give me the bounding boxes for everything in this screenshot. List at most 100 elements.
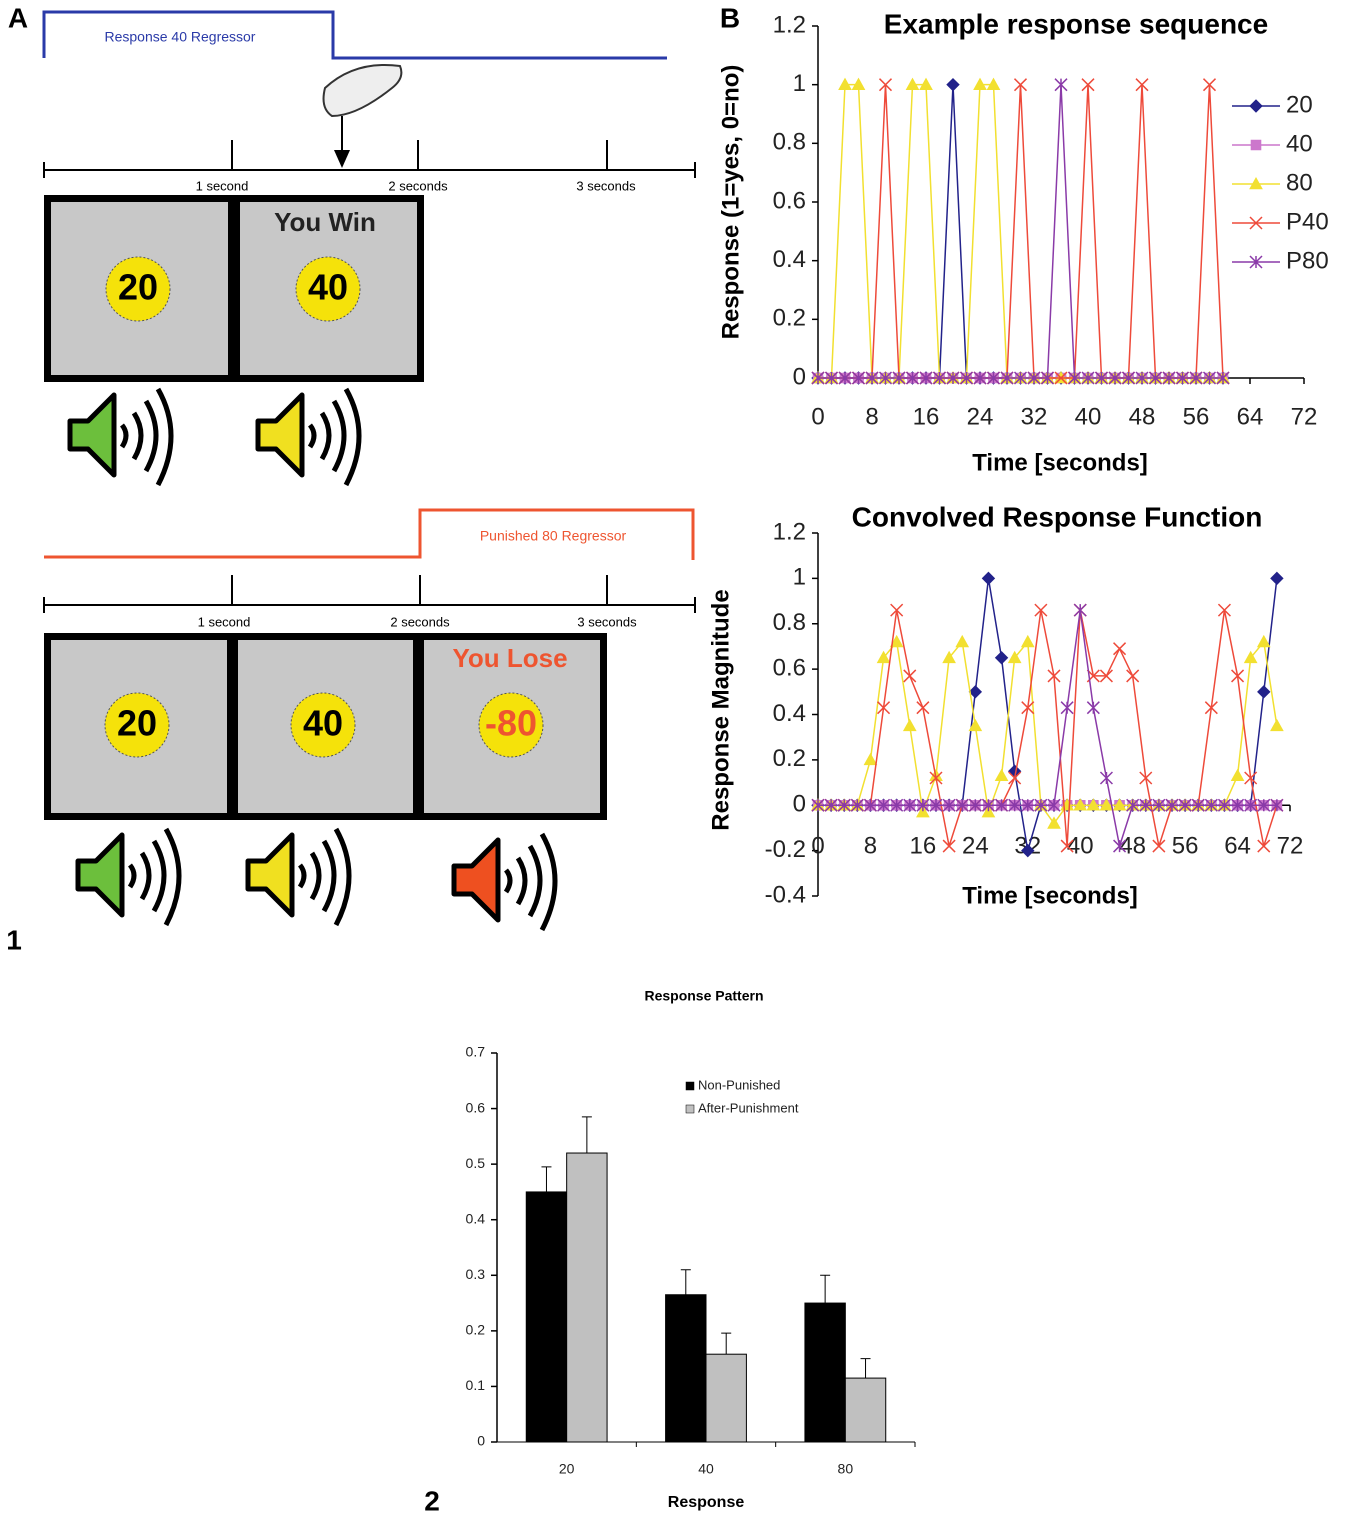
marker <box>1204 798 1218 812</box>
marker <box>1060 701 1074 715</box>
x-tick-label: 32 <box>1021 403 1048 430</box>
bar <box>525 1191 568 1443</box>
speaker <box>70 389 171 485</box>
lose-message: You Lose <box>452 643 567 673</box>
x-tick-label: 40 <box>1075 403 1102 430</box>
marker <box>1054 371 1068 385</box>
x-tick-label: 0 <box>811 403 824 430</box>
marker <box>942 798 956 812</box>
y-tick-label: 0.2 <box>466 1322 486 1338</box>
x-axis-label: Response <box>668 1494 745 1511</box>
marker <box>995 798 1009 812</box>
y-tick-label: 1 <box>793 70 806 97</box>
marker <box>1081 78 1095 92</box>
x-tick-label: 72 <box>1277 832 1304 859</box>
speaker <box>78 829 179 925</box>
marker <box>1081 371 1095 385</box>
marker <box>1165 798 1179 812</box>
y-tick-label: 0.6 <box>773 654 806 681</box>
marker <box>955 798 969 812</box>
marker <box>986 371 1001 385</box>
time-label: 1 second <box>198 614 251 629</box>
coin <box>105 256 171 322</box>
y-tick-label: 0.7 <box>466 1044 486 1060</box>
marker <box>1000 371 1014 385</box>
legend-label: P40 <box>1286 208 1329 235</box>
legend-label: 40 <box>1286 130 1313 157</box>
marker <box>1231 798 1245 812</box>
legend-label: Non-Punished <box>698 1077 780 1092</box>
marker <box>981 805 996 818</box>
marker <box>1231 669 1245 683</box>
x-tick-label: 56 <box>1172 832 1199 859</box>
x-tick-label: 24 <box>967 403 994 430</box>
marker <box>1020 634 1035 648</box>
marker <box>1244 771 1258 785</box>
x-tick-label: 40 <box>1067 832 1094 859</box>
panel-label: A <box>8 2 28 33</box>
marker <box>1060 839 1074 853</box>
y-tick-label: 0.4 <box>466 1210 486 1226</box>
marker <box>1113 642 1127 656</box>
marker <box>973 77 987 90</box>
marker <box>1121 371 1136 385</box>
chart-title: Response Pattern <box>644 988 763 1004</box>
marker <box>968 685 983 699</box>
y-tick-label: 0 <box>793 363 806 390</box>
marker <box>905 371 920 385</box>
y-tick-label: 0 <box>793 791 806 818</box>
legend-marker <box>1249 99 1263 113</box>
marker <box>1021 798 1035 812</box>
y-tick-label: 0.4 <box>773 246 806 273</box>
marker <box>1021 843 1035 858</box>
error-bar <box>680 1269 691 1295</box>
coin-value: 20 <box>117 703 157 744</box>
time-label: 3 seconds <box>577 614 637 629</box>
x-tick-label: 64 <box>1237 403 1264 430</box>
y-tick-label: 0.3 <box>466 1266 486 1282</box>
marker <box>1073 798 1088 811</box>
marker <box>905 77 920 90</box>
marker <box>968 718 983 732</box>
y-tick-label: 0.8 <box>773 129 806 156</box>
y-tick-label: 0.6 <box>773 187 806 214</box>
figure-label: 2 <box>424 1485 440 1515</box>
marker <box>981 571 996 586</box>
regressor-line <box>44 508 695 560</box>
marker <box>1047 798 1061 812</box>
marker <box>1202 78 1217 92</box>
bar <box>665 1294 707 1443</box>
error-bar <box>820 1274 831 1304</box>
marker <box>916 798 930 812</box>
regressor-label: Response 40 Regressor <box>105 29 256 45</box>
error-bar <box>721 1332 732 1355</box>
speaker <box>248 829 349 925</box>
marker <box>1040 371 1055 385</box>
marker <box>890 798 904 812</box>
bar <box>804 1302 846 1443</box>
marker <box>1139 771 1153 785</box>
marker <box>1230 768 1245 782</box>
y-axis-label: Response Magnitude <box>707 589 734 830</box>
coin <box>104 692 170 758</box>
marker <box>877 798 891 812</box>
time-label: 2 seconds <box>388 178 448 193</box>
marker <box>1112 798 1127 811</box>
marker <box>1034 603 1048 617</box>
error-bar <box>581 1116 592 1154</box>
marker <box>1162 371 1176 385</box>
marker <box>851 371 866 385</box>
marker <box>902 718 917 732</box>
marker <box>994 768 1009 782</box>
coin-value: -80 <box>485 703 537 744</box>
marker <box>824 371 839 385</box>
marker <box>1126 798 1140 812</box>
marker <box>968 798 982 812</box>
x-tick-label: 40 <box>698 1461 714 1477</box>
error-bar <box>541 1166 552 1192</box>
marker <box>838 371 852 385</box>
marker <box>1152 839 1166 853</box>
regressor-label: Punished 80 Regressor <box>480 528 627 544</box>
marker <box>1073 603 1087 617</box>
marker <box>1067 371 1082 385</box>
